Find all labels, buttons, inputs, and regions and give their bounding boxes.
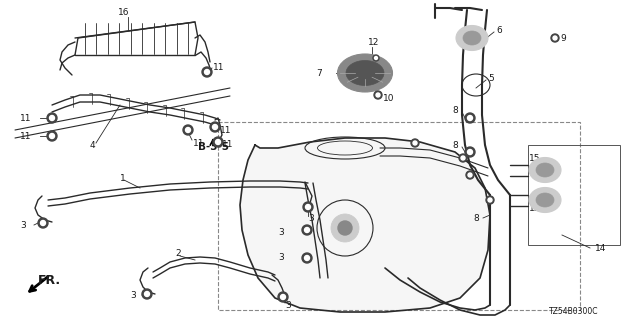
Circle shape bbox=[374, 57, 378, 60]
Circle shape bbox=[413, 141, 417, 145]
Text: 12: 12 bbox=[368, 37, 380, 46]
Circle shape bbox=[305, 255, 310, 260]
Circle shape bbox=[303, 202, 313, 212]
Text: 13: 13 bbox=[529, 204, 541, 212]
Ellipse shape bbox=[536, 163, 554, 177]
Text: 11: 11 bbox=[222, 140, 234, 148]
Circle shape bbox=[466, 171, 474, 179]
Circle shape bbox=[183, 125, 193, 135]
Polygon shape bbox=[240, 138, 490, 312]
Text: 15: 15 bbox=[529, 154, 541, 163]
Circle shape bbox=[374, 91, 382, 99]
Ellipse shape bbox=[536, 193, 554, 207]
Text: 9: 9 bbox=[560, 34, 566, 43]
Text: FR.: FR. bbox=[38, 274, 61, 286]
Ellipse shape bbox=[529, 157, 561, 182]
Circle shape bbox=[468, 173, 472, 177]
Circle shape bbox=[216, 140, 221, 145]
Circle shape bbox=[186, 127, 191, 132]
Circle shape bbox=[47, 131, 57, 141]
Text: 11: 11 bbox=[193, 139, 205, 148]
Ellipse shape bbox=[337, 54, 392, 92]
Circle shape bbox=[38, 218, 48, 228]
Text: 3: 3 bbox=[285, 300, 291, 309]
Circle shape bbox=[553, 36, 557, 40]
Text: 6: 6 bbox=[496, 26, 502, 35]
Text: 3: 3 bbox=[278, 228, 284, 236]
Text: TZ54B0300C: TZ54B0300C bbox=[548, 308, 598, 316]
Bar bbox=[528, 145, 620, 245]
Circle shape bbox=[305, 228, 310, 233]
Text: 7: 7 bbox=[316, 68, 322, 77]
Text: 10: 10 bbox=[383, 93, 394, 102]
Ellipse shape bbox=[456, 26, 488, 51]
Circle shape bbox=[465, 113, 475, 123]
Text: 1: 1 bbox=[120, 173, 125, 182]
Circle shape bbox=[338, 221, 352, 235]
Circle shape bbox=[331, 214, 359, 242]
Text: 3: 3 bbox=[308, 213, 314, 222]
Circle shape bbox=[488, 198, 492, 202]
Text: 4: 4 bbox=[90, 140, 95, 149]
Circle shape bbox=[467, 116, 472, 121]
Circle shape bbox=[551, 34, 559, 42]
Circle shape bbox=[145, 292, 150, 297]
Circle shape bbox=[411, 139, 419, 147]
Text: 14: 14 bbox=[595, 244, 606, 252]
Circle shape bbox=[49, 133, 54, 139]
Text: 16: 16 bbox=[118, 7, 129, 17]
Circle shape bbox=[210, 122, 220, 132]
Text: B-3-5: B-3-5 bbox=[198, 142, 228, 152]
Circle shape bbox=[142, 289, 152, 299]
Text: 2: 2 bbox=[175, 249, 180, 258]
Circle shape bbox=[302, 253, 312, 263]
Text: 11: 11 bbox=[213, 62, 225, 71]
Text: 3: 3 bbox=[130, 291, 136, 300]
Text: 5: 5 bbox=[488, 74, 493, 83]
Text: 8: 8 bbox=[473, 213, 479, 222]
Bar bbox=[218, 122, 580, 310]
Circle shape bbox=[465, 147, 475, 157]
Circle shape bbox=[278, 292, 288, 302]
Text: 11: 11 bbox=[220, 125, 232, 134]
Ellipse shape bbox=[463, 31, 481, 45]
Text: 11: 11 bbox=[20, 114, 31, 123]
Text: 3: 3 bbox=[278, 253, 284, 262]
Circle shape bbox=[40, 220, 45, 226]
Circle shape bbox=[280, 294, 285, 300]
Circle shape bbox=[486, 196, 494, 204]
Circle shape bbox=[213, 137, 223, 147]
Circle shape bbox=[47, 113, 57, 123]
Circle shape bbox=[202, 67, 212, 77]
Circle shape bbox=[49, 116, 54, 121]
Ellipse shape bbox=[529, 188, 561, 212]
Text: 3: 3 bbox=[20, 220, 26, 229]
Circle shape bbox=[302, 225, 312, 235]
Circle shape bbox=[459, 154, 467, 162]
Ellipse shape bbox=[346, 60, 384, 85]
Circle shape bbox=[205, 69, 209, 75]
Circle shape bbox=[467, 149, 472, 155]
Text: 8: 8 bbox=[452, 106, 458, 115]
Circle shape bbox=[373, 55, 379, 61]
Circle shape bbox=[461, 156, 465, 160]
Text: 8: 8 bbox=[452, 140, 458, 149]
Circle shape bbox=[305, 204, 310, 210]
Text: 11: 11 bbox=[20, 132, 31, 140]
Circle shape bbox=[212, 124, 218, 130]
Circle shape bbox=[376, 93, 380, 97]
